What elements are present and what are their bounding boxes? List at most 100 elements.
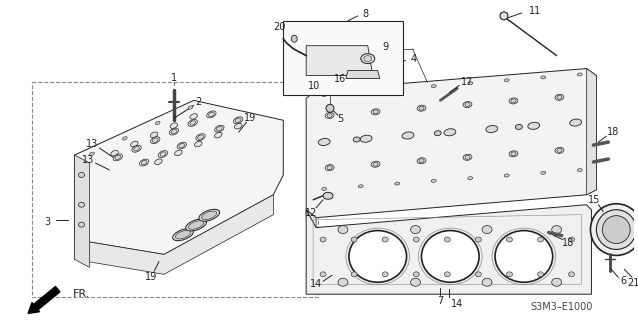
Ellipse shape xyxy=(151,137,160,144)
Ellipse shape xyxy=(504,174,509,177)
Polygon shape xyxy=(306,68,597,218)
Ellipse shape xyxy=(214,125,224,132)
Polygon shape xyxy=(306,205,591,294)
Text: 13: 13 xyxy=(86,139,98,149)
Ellipse shape xyxy=(364,56,372,61)
Ellipse shape xyxy=(431,180,436,182)
Ellipse shape xyxy=(602,216,630,244)
Ellipse shape xyxy=(175,150,182,156)
Ellipse shape xyxy=(507,272,512,277)
Text: 9: 9 xyxy=(383,42,389,52)
Ellipse shape xyxy=(169,128,179,135)
Ellipse shape xyxy=(475,272,481,277)
Ellipse shape xyxy=(568,237,575,242)
Text: 10: 10 xyxy=(308,82,320,92)
Text: 12: 12 xyxy=(305,208,317,218)
Ellipse shape xyxy=(154,159,162,164)
Text: 17: 17 xyxy=(461,77,473,87)
Ellipse shape xyxy=(504,79,509,82)
Ellipse shape xyxy=(373,110,378,114)
Ellipse shape xyxy=(353,137,360,142)
Ellipse shape xyxy=(358,185,363,188)
Ellipse shape xyxy=(209,112,214,116)
Text: 3: 3 xyxy=(45,217,51,227)
Ellipse shape xyxy=(382,237,388,242)
Ellipse shape xyxy=(541,76,545,79)
Ellipse shape xyxy=(325,165,334,171)
Ellipse shape xyxy=(90,152,94,156)
Ellipse shape xyxy=(507,237,512,242)
Ellipse shape xyxy=(156,121,160,125)
Ellipse shape xyxy=(151,132,158,138)
Ellipse shape xyxy=(364,76,371,81)
Polygon shape xyxy=(283,21,403,95)
Text: 16: 16 xyxy=(334,75,346,84)
Ellipse shape xyxy=(509,151,518,157)
Text: 15: 15 xyxy=(588,195,600,205)
Ellipse shape xyxy=(395,88,399,91)
Ellipse shape xyxy=(444,129,456,136)
FancyArrow shape xyxy=(28,286,60,313)
Ellipse shape xyxy=(410,226,420,234)
Ellipse shape xyxy=(555,94,564,100)
Ellipse shape xyxy=(482,278,492,286)
Text: 5: 5 xyxy=(337,114,343,124)
Text: 6: 6 xyxy=(620,276,627,286)
Ellipse shape xyxy=(78,222,84,227)
Ellipse shape xyxy=(528,122,540,129)
Ellipse shape xyxy=(235,123,242,129)
Text: 1: 1 xyxy=(171,74,177,84)
Polygon shape xyxy=(75,100,283,254)
Ellipse shape xyxy=(500,12,508,20)
Polygon shape xyxy=(306,46,373,76)
Text: 18: 18 xyxy=(607,127,619,137)
Ellipse shape xyxy=(495,231,553,282)
Ellipse shape xyxy=(134,147,139,151)
Ellipse shape xyxy=(349,231,406,282)
Ellipse shape xyxy=(590,204,638,255)
Ellipse shape xyxy=(196,134,205,140)
Ellipse shape xyxy=(323,192,333,199)
Ellipse shape xyxy=(327,114,332,117)
Ellipse shape xyxy=(413,237,419,242)
Ellipse shape xyxy=(577,169,582,172)
Ellipse shape xyxy=(171,129,177,134)
Ellipse shape xyxy=(141,160,147,165)
Ellipse shape xyxy=(390,62,396,67)
Ellipse shape xyxy=(597,210,636,250)
Ellipse shape xyxy=(410,278,420,286)
Ellipse shape xyxy=(188,106,193,109)
Ellipse shape xyxy=(188,120,197,126)
Ellipse shape xyxy=(463,154,472,160)
Ellipse shape xyxy=(465,155,470,159)
Ellipse shape xyxy=(413,272,419,277)
Ellipse shape xyxy=(235,118,241,123)
Ellipse shape xyxy=(557,95,562,99)
Ellipse shape xyxy=(511,99,516,103)
Polygon shape xyxy=(346,70,380,78)
Text: 4: 4 xyxy=(410,54,417,64)
Ellipse shape xyxy=(465,102,470,107)
Ellipse shape xyxy=(482,226,492,234)
Text: 20: 20 xyxy=(273,22,285,32)
Text: 14: 14 xyxy=(451,299,463,309)
Ellipse shape xyxy=(395,182,399,185)
Ellipse shape xyxy=(140,159,149,166)
Ellipse shape xyxy=(131,141,138,147)
Ellipse shape xyxy=(557,148,562,152)
Text: 18: 18 xyxy=(563,237,575,247)
Text: 2: 2 xyxy=(196,97,202,107)
Ellipse shape xyxy=(537,272,544,277)
Ellipse shape xyxy=(417,158,426,164)
Ellipse shape xyxy=(175,230,191,239)
Ellipse shape xyxy=(338,226,348,234)
Ellipse shape xyxy=(422,231,479,282)
Text: FR.: FR. xyxy=(73,289,90,299)
Ellipse shape xyxy=(382,272,388,277)
Text: 14: 14 xyxy=(310,279,322,289)
Ellipse shape xyxy=(511,152,516,156)
Ellipse shape xyxy=(199,209,219,221)
Ellipse shape xyxy=(402,132,414,139)
Ellipse shape xyxy=(431,85,436,88)
Ellipse shape xyxy=(195,141,202,147)
